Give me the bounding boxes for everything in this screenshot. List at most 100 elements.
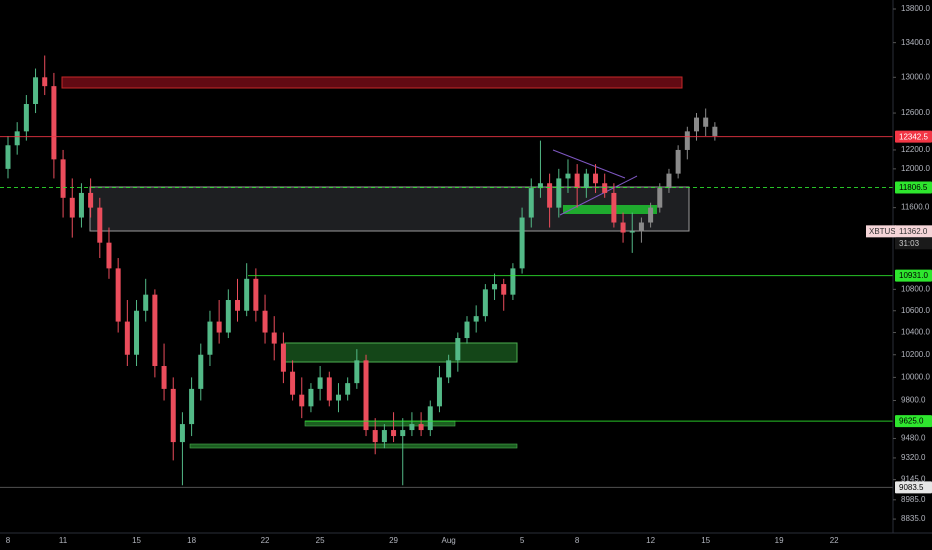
x-tick-label: 11 bbox=[59, 536, 68, 545]
candle-body bbox=[179, 424, 185, 443]
candle-body bbox=[363, 360, 369, 431]
candle-body bbox=[253, 278, 259, 311]
candle-body bbox=[207, 321, 213, 355]
y-tick-label: 9480.0 bbox=[901, 434, 926, 443]
candle-body bbox=[244, 278, 250, 311]
candle-body bbox=[620, 222, 626, 233]
x-tick-label: 12 bbox=[646, 536, 655, 545]
last-price-tag bbox=[895, 225, 932, 238]
candle-body bbox=[152, 294, 158, 367]
y-tick-label: 13400.0 bbox=[901, 38, 930, 47]
candle-body bbox=[345, 383, 351, 395]
candle-body bbox=[106, 242, 112, 269]
trend-line bbox=[552, 149, 626, 179]
candle-body bbox=[115, 268, 121, 322]
candle-body bbox=[78, 192, 84, 218]
x-tick-label: 15 bbox=[132, 536, 141, 545]
candle-body bbox=[703, 117, 709, 127]
candle-body bbox=[519, 217, 525, 269]
candle-body bbox=[657, 188, 663, 208]
candle-body bbox=[299, 394, 305, 407]
price-tag bbox=[895, 269, 932, 282]
candle-body bbox=[629, 231, 635, 233]
x-tick-label: 25 bbox=[316, 536, 325, 545]
candle-body bbox=[326, 377, 332, 401]
candle-body bbox=[400, 430, 406, 437]
candle-body bbox=[455, 338, 461, 361]
candle-body bbox=[528, 188, 534, 218]
price-tag bbox=[895, 415, 932, 428]
candle-body bbox=[381, 430, 387, 443]
price-tag-label: 9083.5 bbox=[899, 483, 924, 492]
y-tick-label: 11600.0 bbox=[901, 203, 930, 212]
y-tick-label: 13800.0 bbox=[901, 4, 930, 13]
candle-body bbox=[225, 300, 231, 333]
candle-body bbox=[593, 173, 599, 184]
candle-body bbox=[583, 173, 589, 189]
last-price-label: 11362.0 bbox=[899, 227, 928, 236]
demand-zone-small bbox=[563, 205, 657, 214]
candle-body bbox=[574, 173, 580, 189]
price-tag bbox=[895, 130, 932, 143]
x-tick-label: 22 bbox=[261, 536, 270, 545]
candle-body bbox=[198, 354, 204, 389]
price-tag-label: 9625.0 bbox=[899, 417, 924, 426]
candle-body bbox=[427, 406, 433, 431]
candle-body bbox=[675, 149, 681, 174]
candle-body bbox=[143, 294, 149, 311]
candle-body bbox=[436, 377, 442, 407]
price-tag-label: 11806.5 bbox=[899, 183, 928, 192]
y-tick-label: 12200.0 bbox=[901, 145, 930, 154]
candle-body bbox=[216, 321, 222, 333]
candle-body bbox=[317, 377, 323, 389]
price-tag bbox=[895, 181, 932, 194]
candle-body bbox=[547, 183, 553, 208]
price-tags: 12342.511806.510931.09625.09083.5XBTUSD1… bbox=[866, 130, 932, 494]
candle-body bbox=[482, 289, 488, 317]
y-tick-label: 10200.0 bbox=[901, 350, 930, 359]
candle-body bbox=[418, 424, 424, 431]
candle-body bbox=[290, 371, 296, 395]
candle-body bbox=[602, 183, 608, 193]
candle-body bbox=[14, 131, 20, 146]
candle-body bbox=[161, 366, 167, 389]
price-lines bbox=[0, 136, 893, 488]
y-tick-label: 10800.0 bbox=[901, 284, 930, 293]
x-tick-label: 19 bbox=[775, 536, 784, 545]
candle-body bbox=[409, 424, 415, 431]
price-tag-label: 10931.0 bbox=[899, 271, 928, 280]
candle-body bbox=[23, 104, 29, 132]
x-tick-label: 29 bbox=[389, 536, 398, 545]
candle-body bbox=[556, 178, 562, 208]
candle-body bbox=[354, 360, 360, 384]
candle-body bbox=[189, 388, 195, 425]
candle-body bbox=[280, 343, 286, 372]
x-tick-label: Aug bbox=[442, 536, 456, 545]
candle-body bbox=[464, 321, 470, 339]
y-tick-label: 10600.0 bbox=[901, 306, 930, 315]
candle-body bbox=[262, 310, 268, 333]
candle-body bbox=[510, 268, 516, 295]
price-tag bbox=[895, 481, 932, 494]
candle-body bbox=[134, 310, 140, 355]
countdown-label: 31:03 bbox=[899, 239, 920, 248]
x-tick-label: 22 bbox=[830, 536, 839, 545]
candles bbox=[5, 55, 718, 486]
y-tick-label: 9800.0 bbox=[901, 396, 926, 405]
candle-body bbox=[565, 173, 571, 179]
candle-body bbox=[648, 207, 654, 223]
candle-body bbox=[33, 77, 39, 105]
candle-body bbox=[712, 126, 718, 136]
supply-zone bbox=[61, 76, 683, 89]
candle-body bbox=[473, 316, 479, 322]
support-band bbox=[189, 443, 518, 449]
price-tag-label: 12342.5 bbox=[899, 132, 928, 141]
y-tick-label: 13000.0 bbox=[901, 72, 930, 81]
candle-body bbox=[666, 173, 672, 189]
x-tick-label: 18 bbox=[187, 536, 196, 545]
candle-body bbox=[372, 430, 378, 443]
symbol-tag bbox=[866, 225, 896, 238]
y-tick-label: 10400.0 bbox=[901, 328, 930, 337]
candle-body bbox=[391, 430, 397, 437]
